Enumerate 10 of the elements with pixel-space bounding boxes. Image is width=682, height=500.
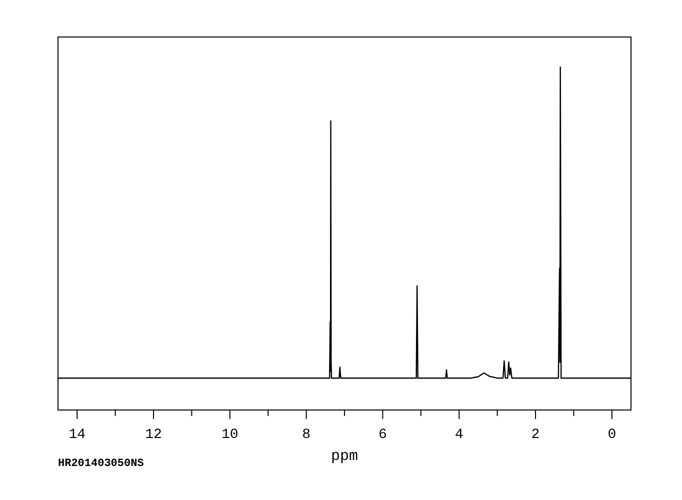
x-tick-label: 2	[531, 427, 540, 443]
x-tick-label: 4	[454, 427, 464, 443]
x-tick-label: 6	[378, 427, 387, 443]
x-tick-label: 12	[145, 427, 162, 443]
x-axis-title: ppm	[330, 448, 358, 465]
x-tick-label: 0	[608, 427, 616, 443]
x-tick-label: 8	[302, 427, 311, 443]
x-tick-label: 10	[221, 427, 238, 443]
text: HR201403050NS	[58, 458, 144, 470]
x-tick-label: 14	[68, 427, 86, 443]
